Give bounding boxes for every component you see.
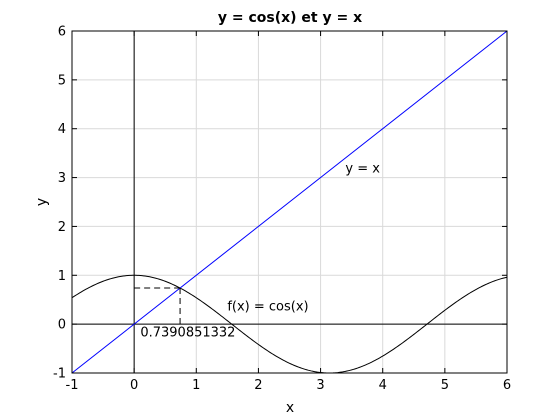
x-tick-label: -1	[66, 378, 79, 393]
y-tick-label: 0	[58, 318, 66, 333]
y-tick-label: -1	[53, 367, 66, 382]
y-tick-label: 3	[58, 171, 66, 186]
reference-lines	[72, 31, 507, 373]
x-axis-ticks: -1 0 1 2 3 4 5 6	[66, 31, 511, 393]
chart-title: y = cos(x) et y = x	[218, 10, 362, 26]
x-axis-label: x	[286, 400, 294, 416]
y-tick-label: 1	[58, 269, 66, 284]
annotation-label: f(x) = cos(x)	[227, 299, 308, 314]
x-tick-label: 4	[379, 378, 387, 393]
y-tick-label: 4	[58, 122, 66, 137]
x-tick-label: 5	[441, 378, 449, 393]
y-axis-ticks: -1 0 1 2 3 4 5 6	[53, 25, 507, 382]
annotations: y = x f(x) = cos(x) 0.7390851332	[140, 162, 380, 341]
x-tick-label: 3	[316, 378, 324, 393]
identity-line	[71, 30, 508, 374]
series-layer	[71, 30, 508, 374]
y-tick-label: 6	[58, 25, 66, 40]
x-tick-label: 2	[254, 378, 262, 393]
y-tick-label: 5	[58, 73, 66, 88]
cosine-curve	[71, 274, 508, 374]
annotation-label: 0.7390851332	[140, 325, 235, 340]
y-tick-label: 2	[58, 220, 66, 235]
x-tick-label: 1	[192, 378, 200, 393]
intersection-markers	[134, 287, 181, 325]
x-tick-label: 0	[130, 378, 138, 393]
annotation-label: y = x	[345, 162, 380, 177]
x-tick-label: 6	[503, 378, 511, 393]
y-axis-label: y	[34, 198, 50, 206]
plot-area-frame	[71, 30, 508, 374]
